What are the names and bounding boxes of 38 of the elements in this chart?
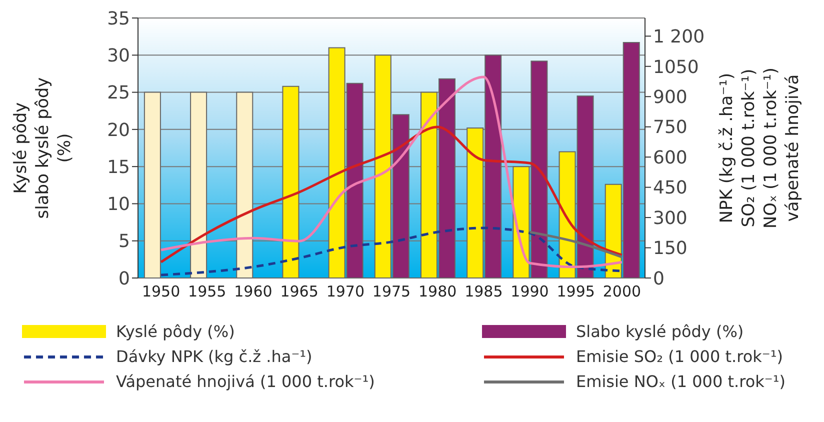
x-tick-label: 1970 — [326, 282, 365, 301]
line-series — [160, 126, 624, 264]
y2-tick-label: 450 — [653, 178, 688, 199]
text: Slabo kyslé pôdy (%) — [576, 322, 744, 341]
legend-label: Dávky NPK (kg č.ž .ha⁻¹) — [116, 347, 312, 366]
y2-tick-label: 300 — [653, 208, 688, 229]
y2-axis-title: NPK (kg č.ž .ha⁻¹) SO₂ (1 000 t.rok⁻¹) NOₓ (1 000 t.rok⁻¹) vápenaté hnojivá — [717, 67, 803, 229]
x-tick-label: 1980 — [418, 282, 457, 301]
y2-tick-label: 150 — [653, 238, 688, 260]
y2-tick-label: 600 — [653, 147, 688, 168]
y-tick-label: 0 — [118, 268, 130, 290]
x-tick-label: 1985 — [464, 282, 503, 301]
y-tick-label: 35 — [107, 8, 130, 30]
text: Kyslé pôdy (%) — [116, 322, 235, 341]
line-series — [160, 76, 624, 268]
y2-tick-label: 1 200 — [653, 26, 705, 48]
legend-label: Emisie SO₂ (1 000 t.rok⁻¹) — [576, 347, 783, 366]
x-tick-label: 1965 — [280, 282, 318, 301]
y2-tick-label: 750 — [653, 117, 688, 138]
y-tick-label: 25 — [107, 82, 130, 104]
y2-tick-label: 900 — [653, 86, 688, 108]
x-tick-label: 1975 — [372, 282, 411, 301]
x-tick-label: 1990 — [510, 282, 549, 301]
x-tick-label: 1955 — [188, 282, 226, 301]
y-tick-label: 15 — [107, 156, 130, 178]
y-tick-label: 30 — [107, 46, 130, 67]
legend-label: Emisie NOₓ (1 000 t.rok⁻¹) — [576, 372, 786, 391]
y2-tick-label: 0 — [653, 268, 664, 290]
x-tick-label: 1950 — [142, 282, 180, 301]
y-tick-label: 20 — [107, 120, 130, 141]
y-axis-title: Kyslé pôdy slabo kyslé pôdy (%) — [11, 77, 75, 219]
y-tick-label: 5 — [118, 231, 130, 252]
x-tick-label: 1960 — [234, 282, 272, 301]
legend-label: Vápenaté hnojivá (1 000 t.rok⁻¹) — [116, 372, 375, 391]
x-tick-label: 2000 — [602, 282, 642, 301]
y2-tick-label: 1050 — [653, 56, 699, 78]
y-tick-label: 10 — [107, 194, 130, 216]
x-tick-label: 1995 — [556, 282, 595, 301]
